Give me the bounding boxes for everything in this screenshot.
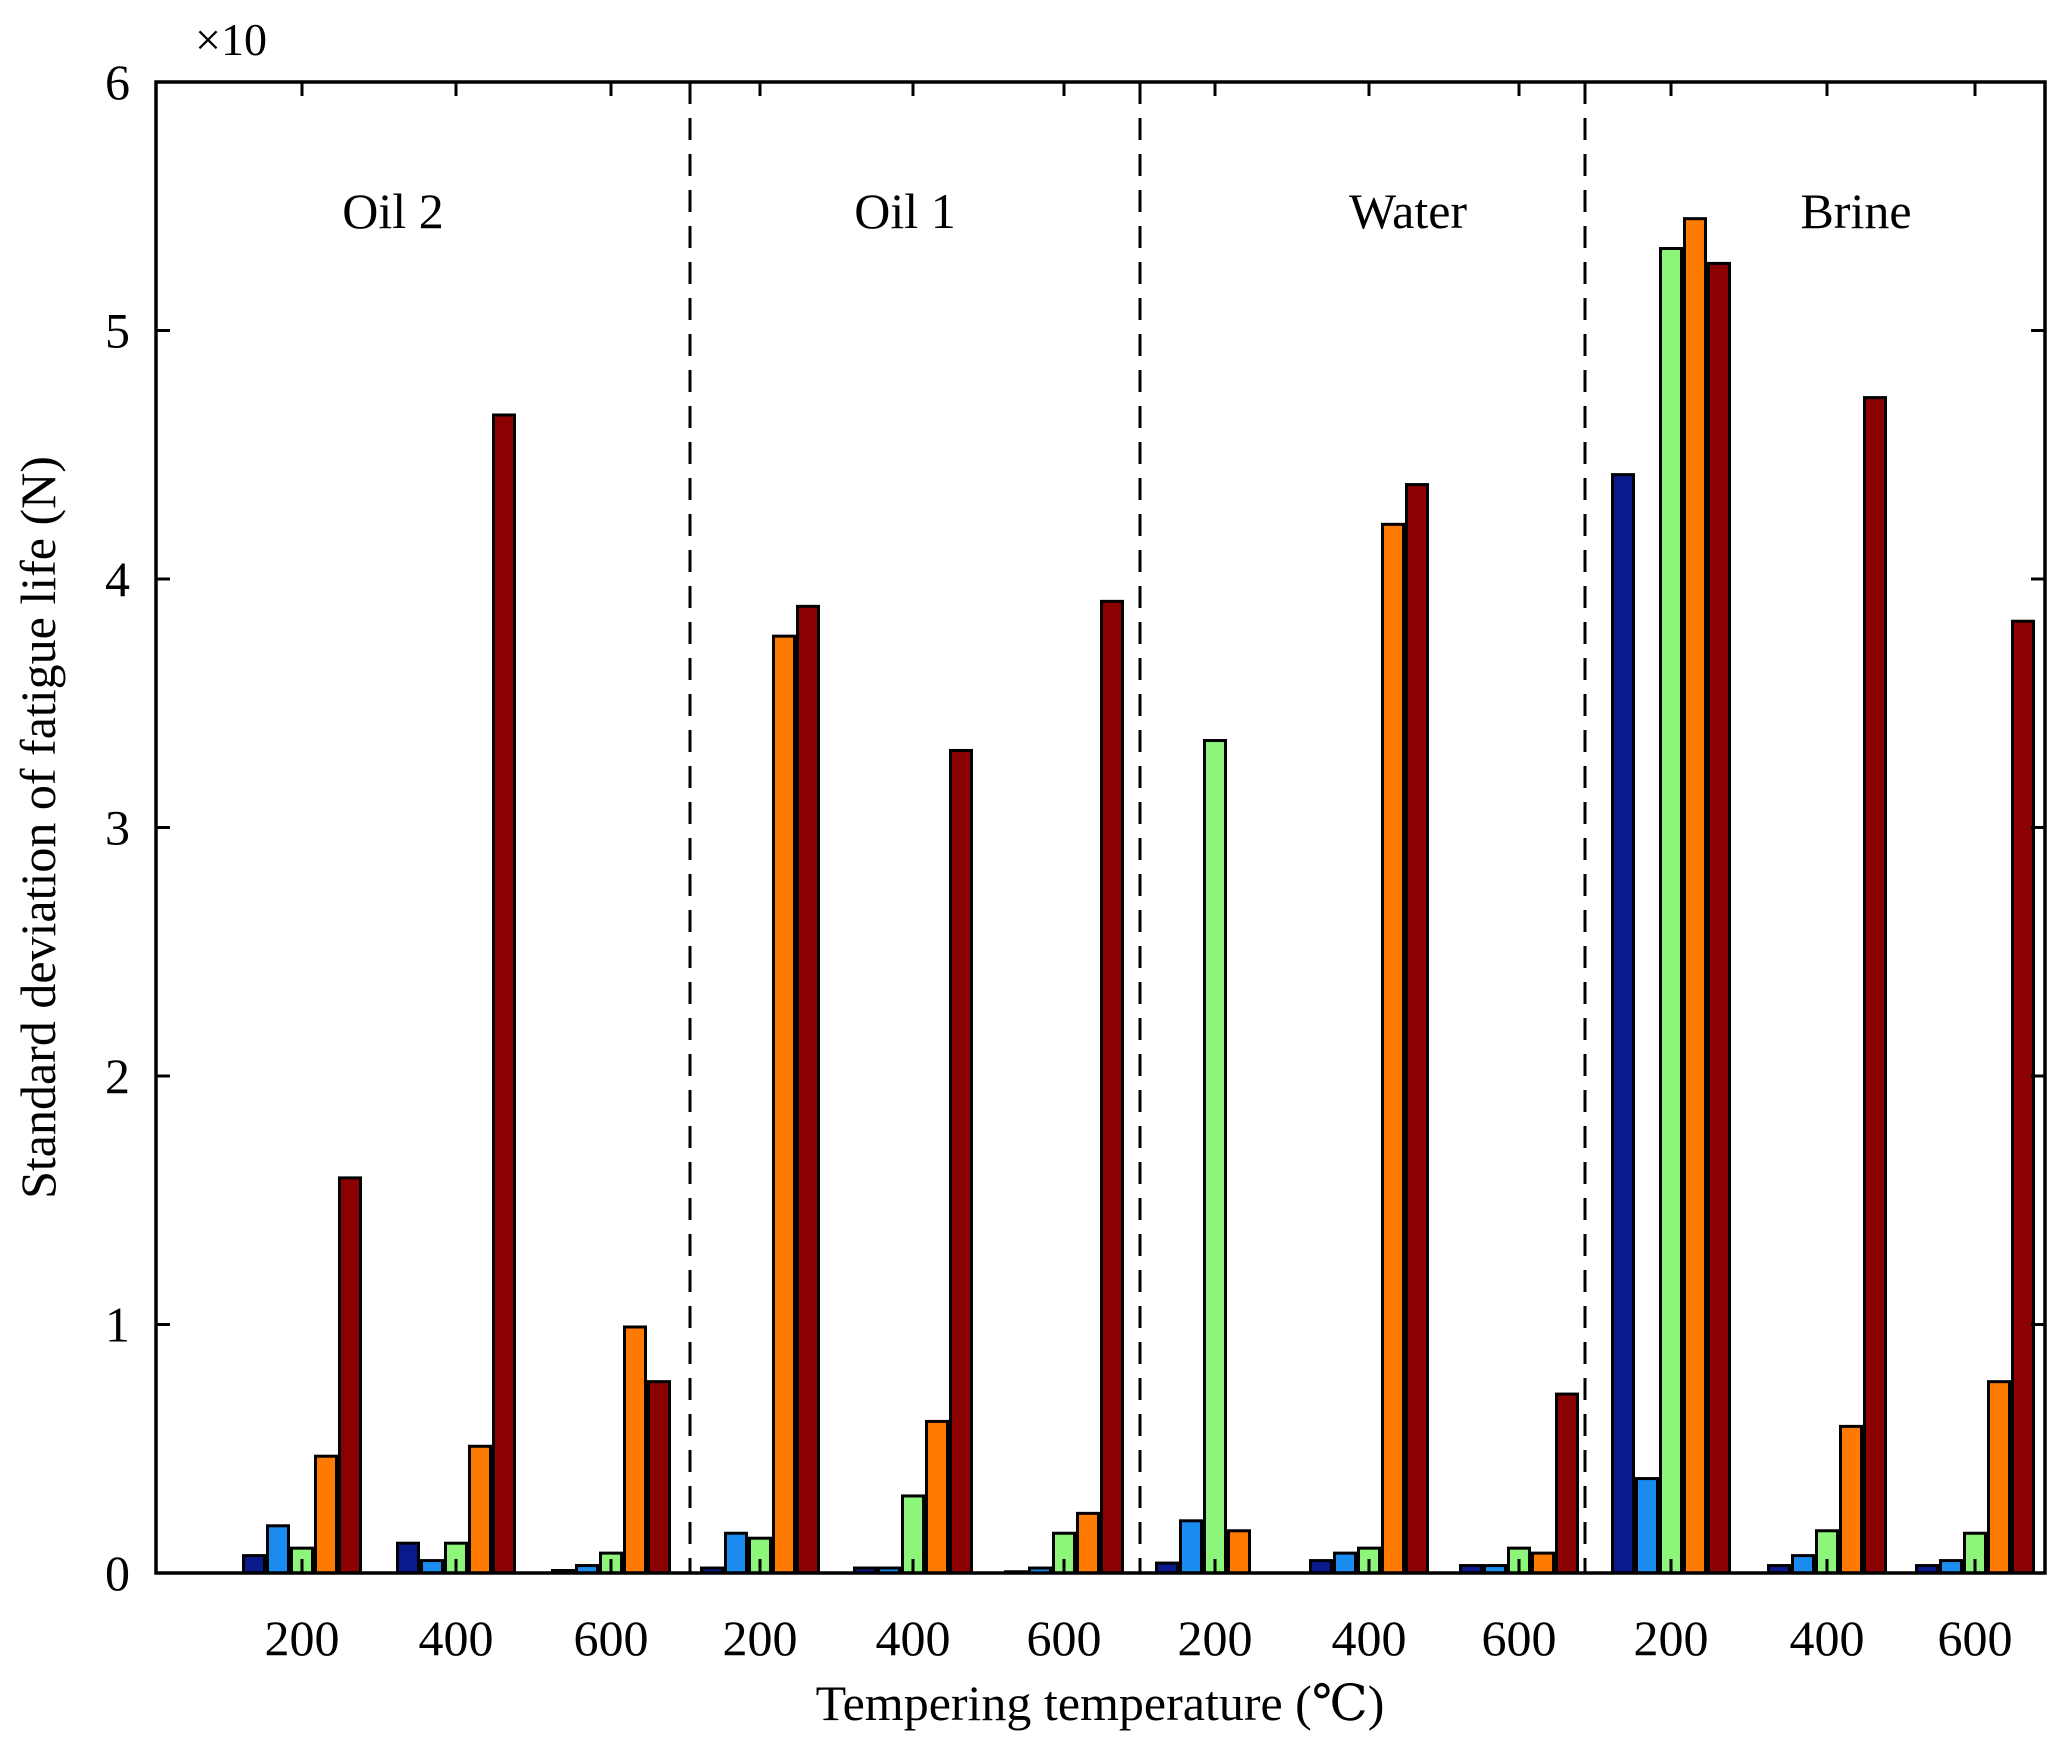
axis-ticks bbox=[156, 80, 2045, 1575]
x-tick-label: 200 bbox=[723, 1610, 798, 1666]
bar bbox=[796, 604, 820, 1575]
bar bbox=[1100, 599, 1124, 1575]
y-axis-title: Standard deviation of fatigue life (N) bbox=[10, 456, 66, 1199]
bar bbox=[1076, 1511, 1100, 1575]
bar bbox=[1611, 473, 1635, 1575]
bar-layer bbox=[242, 217, 2035, 1575]
y-tick-label: 0 bbox=[105, 1545, 130, 1601]
y-multiplier-label: ×10 bbox=[195, 14, 267, 65]
bar bbox=[2011, 619, 2035, 1575]
bar bbox=[1707, 261, 1731, 1575]
bar bbox=[1659, 246, 1683, 1575]
bar bbox=[1555, 1392, 1579, 1575]
bar bbox=[266, 1524, 290, 1575]
x-tick-label: 400 bbox=[1332, 1610, 1407, 1666]
bar bbox=[1683, 217, 1707, 1575]
y-tick-label: 4 bbox=[105, 551, 130, 607]
x-tick-label: 200 bbox=[1178, 1610, 1253, 1666]
y-tick-label: 5 bbox=[105, 303, 130, 359]
x-tick-label: 600 bbox=[1027, 1610, 1102, 1666]
bar bbox=[949, 748, 973, 1575]
bar bbox=[1863, 396, 1887, 1575]
x-tick-label: 200 bbox=[265, 1610, 340, 1666]
y-tick-label: 3 bbox=[105, 800, 130, 856]
group-label: Water bbox=[1349, 183, 1467, 239]
bar bbox=[647, 1380, 671, 1575]
y-tick-label: 6 bbox=[105, 54, 130, 110]
bar bbox=[1939, 1559, 1963, 1575]
bar bbox=[1405, 483, 1429, 1575]
bar bbox=[623, 1325, 647, 1575]
x-tick-label: 400 bbox=[1790, 1610, 1865, 1666]
bar bbox=[1227, 1529, 1251, 1575]
bar bbox=[242, 1554, 266, 1575]
x-tick-label: 600 bbox=[1482, 1610, 1557, 1666]
axis-labels: Oil 2 200 400 600 Oil 1 200 400 600 Water 200 400 6… bbox=[105, 54, 2013, 1666]
bar bbox=[492, 413, 516, 1575]
x-tick-label: 400 bbox=[876, 1610, 951, 1666]
bar bbox=[396, 1541, 420, 1575]
bar bbox=[1203, 739, 1227, 1575]
bar bbox=[1531, 1551, 1555, 1575]
bar bbox=[1309, 1559, 1333, 1575]
bar bbox=[1839, 1424, 1863, 1575]
bar bbox=[724, 1531, 748, 1575]
x-tick-label: 600 bbox=[574, 1610, 649, 1666]
x-axis-title: Tempering temperature (℃) bbox=[816, 1675, 1385, 1731]
bar bbox=[1791, 1554, 1815, 1575]
bar bbox=[1333, 1551, 1357, 1575]
x-tick-label: 600 bbox=[1938, 1610, 2013, 1666]
bar bbox=[420, 1559, 444, 1575]
bar bbox=[1381, 522, 1405, 1575]
y-tick-label: 1 bbox=[105, 1297, 130, 1353]
bar bbox=[338, 1176, 362, 1575]
bar bbox=[925, 1419, 949, 1575]
bar bbox=[772, 634, 796, 1575]
group-label: Brine bbox=[1800, 183, 1911, 239]
y-tick-label: 2 bbox=[105, 1048, 130, 1104]
bar bbox=[1179, 1519, 1203, 1575]
bar bbox=[314, 1454, 338, 1575]
group-label: Oil 2 bbox=[342, 183, 443, 239]
x-tick-label: 200 bbox=[1634, 1610, 1709, 1666]
bar bbox=[1987, 1380, 2011, 1575]
group-label: Oil 1 bbox=[854, 183, 955, 239]
x-tick-label: 400 bbox=[419, 1610, 494, 1666]
bar bbox=[1635, 1477, 1659, 1575]
group-dividers bbox=[688, 82, 1587, 1573]
bar bbox=[468, 1444, 492, 1575]
